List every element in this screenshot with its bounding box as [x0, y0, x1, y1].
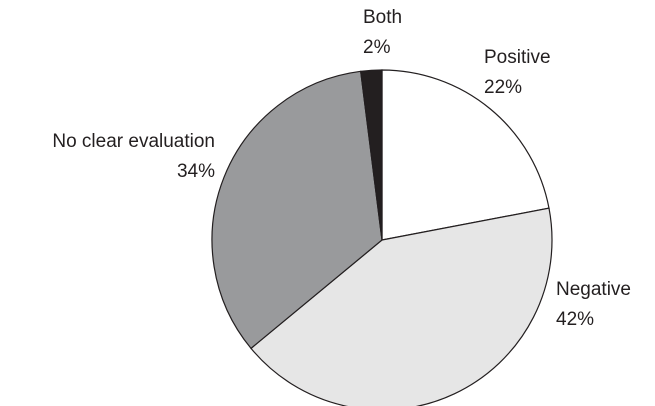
slice-value-label: 22% — [484, 77, 522, 98]
slice-value-label: 34% — [177, 161, 215, 182]
pie-slice — [360, 69, 383, 241]
slice-label: Both — [363, 7, 402, 28]
pie-slice — [250, 207, 553, 406]
slice-label: Negative — [556, 279, 631, 300]
pie-slice — [211, 70, 383, 350]
slice-label: No clear evaluation — [52, 131, 215, 152]
slice-value-label: 42% — [556, 309, 594, 330]
pie-slice — [381, 69, 550, 241]
slice-label: Positive — [484, 47, 551, 68]
slice-value-label: 2% — [363, 37, 391, 58]
